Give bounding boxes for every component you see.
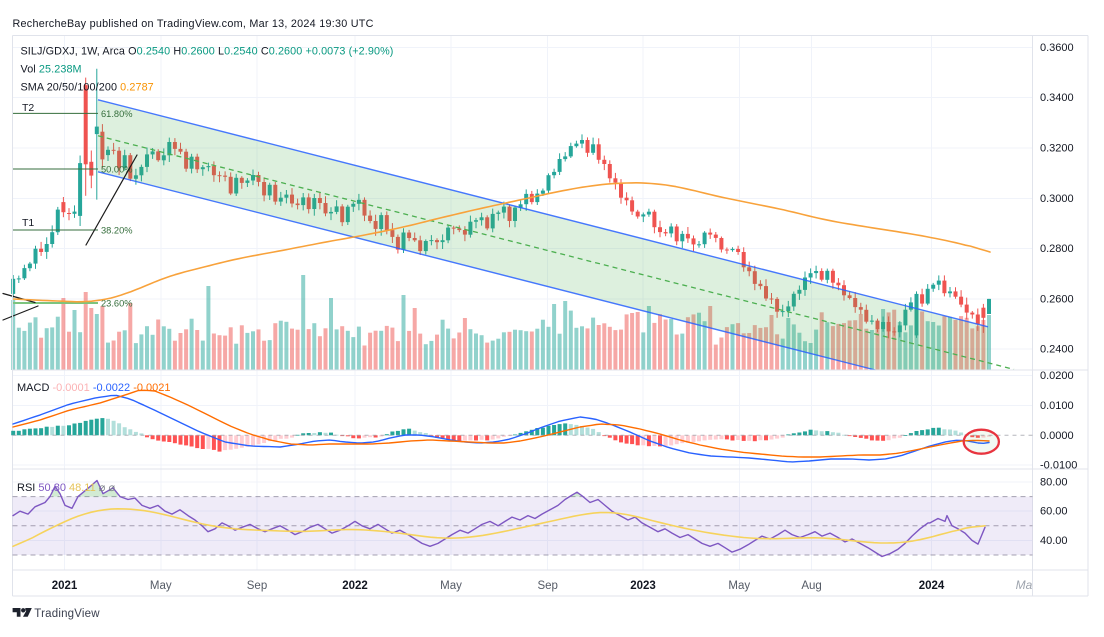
svg-text:SMA 20/50/100/200 0.2787: SMA 20/50/100/200 0.2787	[21, 82, 154, 94]
svg-text:50.00%: 50.00%	[101, 165, 133, 175]
svg-text:38.20%: 38.20%	[101, 226, 133, 236]
svg-text:0.3400: 0.3400	[1040, 92, 1074, 104]
svg-text:0.2400: 0.2400	[1040, 344, 1074, 356]
svg-text:May: May	[440, 580, 462, 592]
svg-text:RechercheBay published on Trad: RechercheBay published on TradingView.co…	[13, 18, 374, 30]
svg-text:T1: T1	[22, 217, 34, 229]
svg-text:May: May	[728, 580, 750, 592]
svg-text:Sep: Sep	[537, 580, 557, 592]
svg-text:T2: T2	[22, 102, 34, 114]
svg-text:Aug: Aug	[801, 580, 821, 592]
svg-text:Sep: Sep	[247, 580, 267, 592]
svg-text:80.00: 80.00	[1040, 477, 1068, 489]
svg-text:Ma: Ma	[1016, 578, 1033, 592]
svg-text:60.00: 60.00	[1040, 506, 1068, 518]
svg-text:Vol 25.238M: Vol 25.238M	[21, 64, 82, 76]
svg-text:2023: 2023	[630, 580, 656, 592]
svg-text:0.0000: 0.0000	[1040, 430, 1074, 442]
svg-text:TradingView: TradingView	[34, 608, 100, 620]
svg-text:MACD -0.0001 -0.0022 -0.0021: MACD -0.0001 -0.0022 -0.0021	[17, 382, 171, 394]
svg-text:0.3600: 0.3600	[1040, 42, 1074, 54]
svg-text:0.2800: 0.2800	[1040, 243, 1074, 255]
svg-text:May: May	[150, 580, 172, 592]
svg-text:0.0100: 0.0100	[1040, 400, 1074, 412]
svg-text:0.3200: 0.3200	[1040, 143, 1074, 155]
svg-text:2024: 2024	[919, 580, 945, 592]
svg-text:23.60%: 23.60%	[101, 299, 133, 309]
svg-text:61.80%: 61.80%	[101, 109, 133, 119]
svg-text:0.3000: 0.3000	[1040, 193, 1074, 205]
svg-text:2021: 2021	[52, 580, 78, 592]
svg-text:SILJ/GDXJ, 1W, Arca O0.2540: SILJ/GDXJ, 1W, Arca O0.2540 H0.2600 L0.2…	[21, 46, 394, 58]
svg-text:2022: 2022	[342, 580, 368, 592]
svg-text:0.0200: 0.0200	[1040, 370, 1074, 382]
svg-text:RSI 50,80 48.11 ⌀ ⌀: RSI 50,80 48.11 ⌀ ⌀	[17, 482, 115, 494]
svg-text:-0.0100: -0.0100	[1040, 460, 1077, 472]
svg-text:0.2600: 0.2600	[1040, 293, 1074, 305]
svg-text:40.00: 40.00	[1040, 535, 1068, 547]
